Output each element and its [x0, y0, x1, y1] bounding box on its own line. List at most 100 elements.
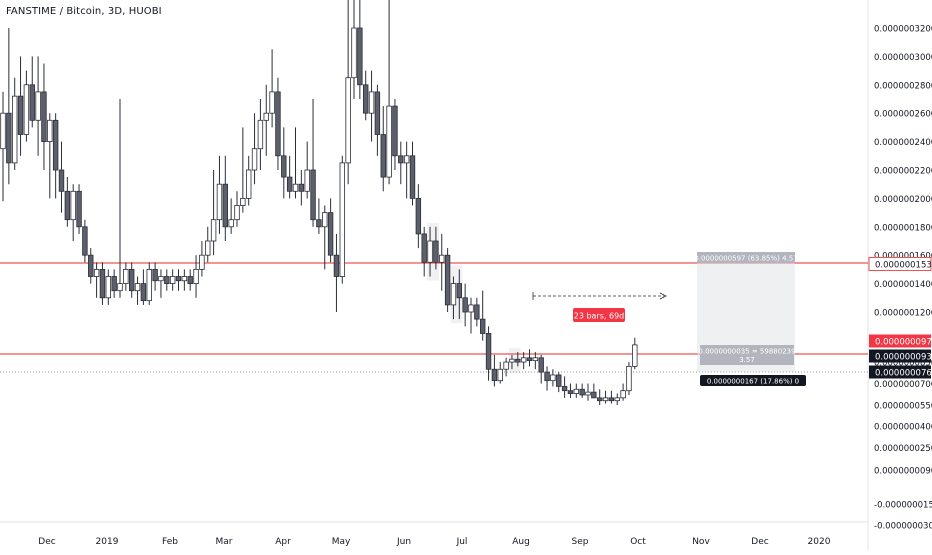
- candle-body: [579, 388, 585, 396]
- candle-body: [485, 333, 492, 370]
- y-tick-label: 0.0000002200: [874, 167, 932, 177]
- candle-body: [298, 183, 305, 192]
- price-label-bg: [869, 365, 931, 379]
- x-tick-label: May: [332, 537, 351, 547]
- x-tick-label: Jul: [456, 537, 468, 547]
- candle-body: [614, 397, 620, 402]
- symbol-title: FANSTIME / Bitcoin, 3D, HUOBI: [6, 6, 162, 17]
- price-label-bg: [868, 257, 932, 271]
- measure-mid-label-1: 0.0000000035 = 59880239: [698, 348, 795, 356]
- candle-body: [585, 391, 591, 396]
- candle-body: [292, 183, 299, 192]
- candle-body: [620, 390, 626, 399]
- candle-body: [245, 169, 252, 199]
- candle-body: [88, 254, 94, 277]
- candle-body: [597, 397, 603, 402]
- candle-body: [210, 219, 217, 242]
- candle-body: [128, 268, 135, 292]
- candle-body: [509, 358, 515, 363]
- candle-body: [58, 169, 65, 192]
- x-tick-label: Jun: [396, 537, 411, 547]
- candle-body: [82, 226, 88, 256]
- x-tick-label: Sep: [572, 537, 589, 547]
- candle-body: [550, 374, 556, 382]
- candle-body: [111, 276, 117, 292]
- x-tick-label: Nov: [692, 537, 710, 547]
- x-tick-label: Apr: [275, 537, 291, 547]
- candle-body: [403, 155, 410, 164]
- candle-body: [479, 318, 486, 334]
- price-label: 0.0000000970: [875, 338, 932, 348]
- candle-body: [439, 254, 445, 263]
- candle-body: [362, 84, 369, 114]
- y-tick-label: -0.0000000300: [874, 522, 932, 532]
- candle-body: [339, 162, 345, 277]
- candle-body: [70, 190, 76, 221]
- candle-body: [392, 105, 398, 157]
- candle-body: [333, 254, 340, 277]
- measure-bottom-bg: [700, 375, 806, 386]
- y-tick-label: 0.0000000850: [874, 359, 932, 369]
- price-label: 0.0000000768: [875, 369, 932, 379]
- candle-body: [532, 357, 539, 362]
- candle-body: [117, 283, 123, 292]
- measure-top-label: 0.0000000597 (63.85%) 4.57: [694, 255, 797, 263]
- selection-band: [427, 222, 439, 281]
- measure-bottom-label: 0.0000000167 (17.86%) 0: [707, 378, 799, 386]
- y-tick-label: 0.0000001200: [874, 309, 932, 319]
- x-tick-label: Feb: [162, 537, 178, 547]
- candle-body: [228, 219, 234, 228]
- candle-body: [380, 134, 386, 178]
- candle-body: [450, 283, 457, 306]
- candle-body: [427, 240, 433, 263]
- candle-body: [234, 205, 240, 221]
- candle-body: [386, 105, 392, 178]
- measure-mid-label-2: 3.57: [739, 356, 755, 364]
- y-tick-label: 0.0000001600: [874, 252, 932, 262]
- candle-body: [520, 357, 527, 363]
- candle-body: [462, 297, 468, 313]
- y-tick-label: 0.0000000550: [874, 402, 932, 412]
- candle-body: [421, 233, 427, 263]
- y-tick-label: 0.0000003000: [874, 53, 932, 63]
- candle-body: [491, 368, 498, 382]
- candle-body: [415, 197, 422, 235]
- candle-body: [591, 391, 597, 399]
- candle-body: [345, 77, 351, 164]
- candle-body: [275, 91, 281, 157]
- y-tick-label: 0.0000002000: [874, 195, 932, 205]
- candle-body: [17, 95, 24, 135]
- bars-range-badge: [573, 308, 625, 322]
- candle-body: [632, 344, 638, 367]
- candle-body: [146, 268, 152, 302]
- candle-body: [374, 91, 381, 135]
- candle-body: [310, 169, 316, 221]
- candle-body: [503, 361, 509, 370]
- candle-body: [269, 91, 275, 114]
- candle-body: [322, 212, 328, 228]
- candle-body: [222, 183, 228, 228]
- bars-range-arrow: [659, 292, 667, 300]
- candle-body: [561, 385, 568, 392]
- candle-body: [11, 95, 18, 164]
- candle-body: [544, 371, 550, 382]
- candle-body: [47, 119, 53, 143]
- candle-body: [0, 112, 6, 150]
- candle-body: [602, 397, 609, 402]
- y-tick-label: 0.0000000250: [874, 444, 932, 454]
- selection-band: [508, 348, 521, 374]
- candle-body: [357, 27, 363, 86]
- candle-body: [199, 254, 205, 270]
- price-label-bg: [869, 334, 931, 348]
- candle-body: [152, 268, 158, 282]
- candle-body: [6, 112, 12, 164]
- candle-body: [556, 374, 562, 387]
- candle-body: [316, 219, 322, 228]
- candle-body: [398, 155, 404, 164]
- candle-body: [23, 84, 30, 135]
- y-tick-label: 0.0000001400: [874, 280, 932, 290]
- y-tick-label: 0.0000000400: [874, 423, 932, 433]
- candle-body: [567, 390, 574, 394]
- candle-body: [205, 240, 211, 256]
